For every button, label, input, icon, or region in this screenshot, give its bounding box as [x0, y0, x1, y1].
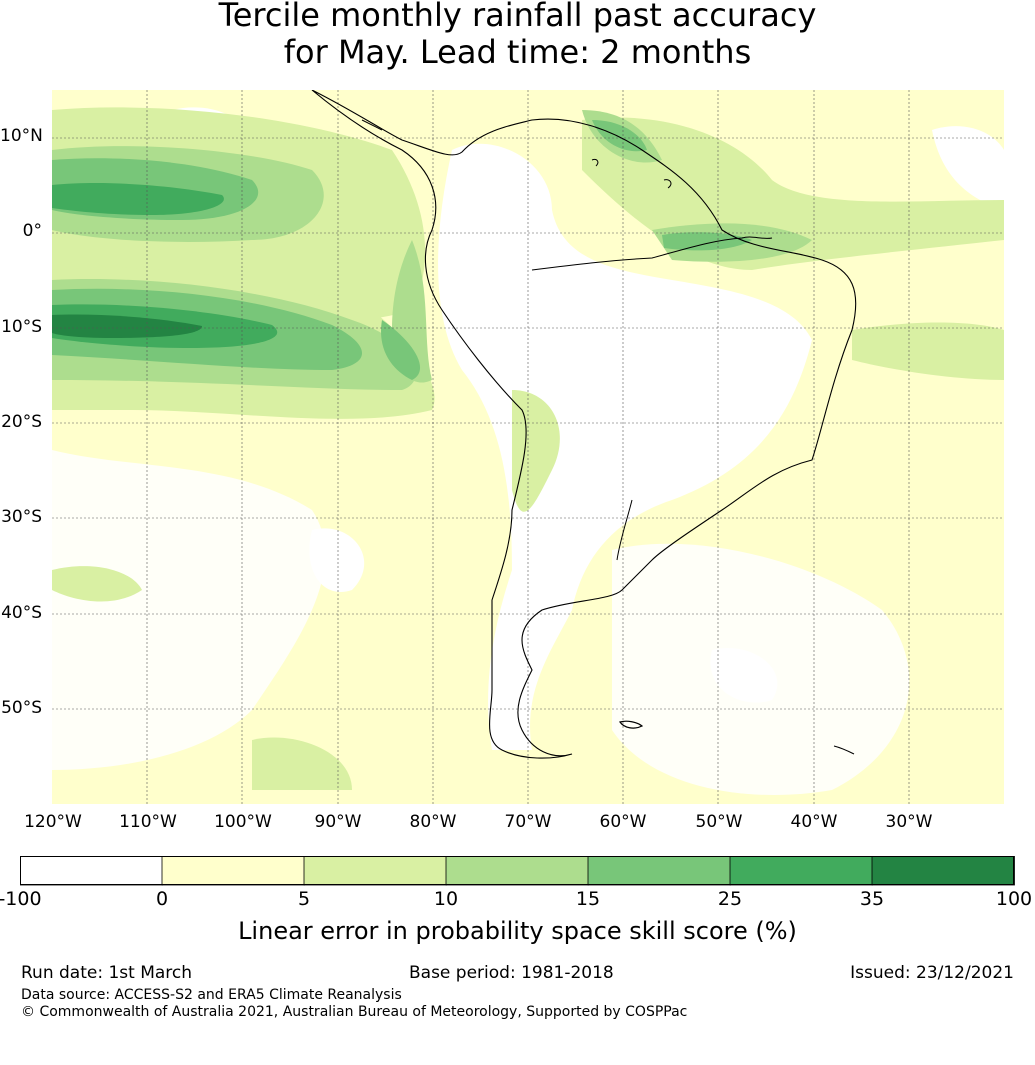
colorbar-segment: [161, 856, 305, 886]
base-period: Base period: 1981-2018: [409, 963, 614, 983]
south-georgia: [833, 745, 855, 755]
colorbar-segment: [871, 856, 1015, 886]
skill-map: [52, 90, 1004, 804]
amazon-river: [531, 236, 773, 271]
title-line-1: Tercile monthly rainfall past accuracy: [218, 0, 817, 34]
lon-label: 80°W: [409, 812, 457, 832]
issued-date: Issued: 23/12/2021: [850, 963, 1014, 983]
graticule: [52, 90, 1004, 804]
parana-river: [616, 499, 633, 561]
colorbar-tick: 0: [155, 888, 169, 910]
title-line-2: for May. Lead time: 2 months: [283, 33, 752, 71]
colorbar-segment: [445, 856, 589, 886]
run-date: Run date: 1st March: [21, 963, 193, 983]
colorbar-tick: 10: [433, 888, 459, 910]
lon-label: 30°W: [885, 812, 933, 832]
falkland-islands: [619, 720, 644, 729]
lat-label: 10°N: [0, 126, 43, 146]
lon-label: 70°W: [504, 812, 552, 832]
lat-label: 30°S: [1, 507, 42, 527]
colorbar-segment: [729, 856, 873, 886]
colorbar-tick: 15: [575, 888, 601, 910]
colorbar-segment: [20, 856, 163, 886]
colorbar-tick: 35: [859, 888, 885, 910]
coastline-south-america: [311, 90, 857, 759]
lon-label: 60°W: [599, 812, 647, 832]
colorbar-tick: 100: [995, 888, 1033, 910]
lon-label: 110°W: [119, 812, 177, 832]
caribbean-islands: [361, 119, 672, 189]
lat-label: 10°S: [1, 317, 42, 337]
lat-label: 50°S: [1, 698, 42, 718]
lon-label: 90°W: [314, 812, 362, 832]
data-source: Data source: ACCESS-S2 and ERA5 Climate …: [21, 987, 402, 1003]
colorbar: [20, 856, 1015, 886]
colorbar-label: Linear error in probability space skill …: [238, 917, 797, 945]
colorbar-segment: [303, 856, 447, 886]
lon-label: 50°W: [695, 812, 743, 832]
lat-label: 0°: [22, 221, 42, 241]
lon-label: 100°W: [214, 812, 272, 832]
lat-label: 40°S: [1, 603, 42, 623]
colorbar-tick: 5: [297, 888, 311, 910]
lon-label: 120°W: [24, 812, 82, 832]
skill-35-100: [52, 314, 202, 338]
lon-label: 40°W: [790, 812, 838, 832]
colorbar-tick: -100: [0, 888, 42, 910]
skill-white-patches: [52, 107, 1004, 795]
copyright: © Commonwealth of Australia 2021, Austra…: [21, 1004, 688, 1020]
colorbar-tick: 25: [717, 888, 743, 910]
colorbar-segment: [587, 856, 731, 886]
lat-label: 20°S: [1, 412, 42, 432]
